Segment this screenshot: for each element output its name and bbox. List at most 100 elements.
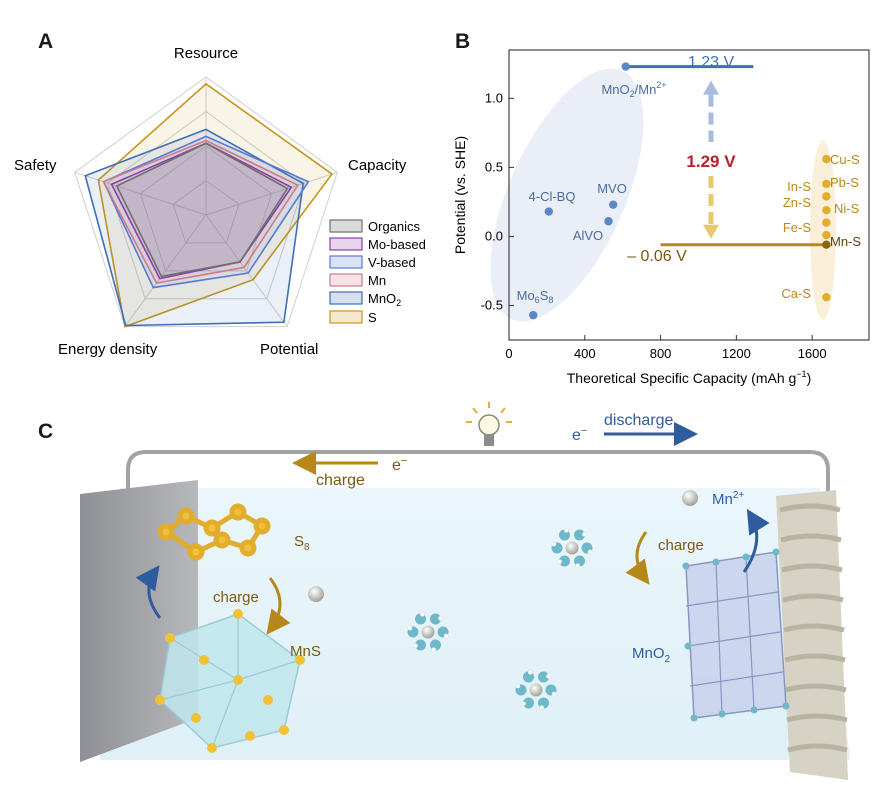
water-hydrogen bbox=[521, 701, 527, 707]
water-hydrogen bbox=[407, 625, 413, 631]
mn2-label: Mn2+ bbox=[712, 490, 744, 508]
legend-swatch-mno2 bbox=[329, 291, 363, 305]
point-label-4-cl-bq: 4-Cl-BQ bbox=[529, 189, 576, 204]
water-hydrogen bbox=[443, 633, 449, 639]
electron-charge-e: e bbox=[392, 457, 401, 474]
water-oxygen bbox=[559, 555, 570, 567]
water-oxygen bbox=[523, 697, 534, 709]
s8-molecule bbox=[157, 503, 271, 561]
legend-label-mno2: MnO2 bbox=[368, 291, 401, 308]
point-label-mo: Mo bbox=[517, 288, 535, 303]
radar-series-mo-based bbox=[110, 142, 293, 280]
legend-label-mno2-main: MnO bbox=[368, 291, 396, 306]
right-discharge-loop-arrow bbox=[742, 508, 770, 573]
x-tick-label: 800 bbox=[650, 346, 672, 361]
radar-chart: Resource Capacity Potential Energy densi… bbox=[14, 45, 426, 358]
water-hydrogen bbox=[527, 669, 533, 675]
water-hydrogen bbox=[431, 647, 437, 653]
point-label-mn-s: Mn-S bbox=[830, 234, 861, 249]
legend-label-organics: Organics bbox=[368, 219, 421, 234]
radar-legend: Organics Mo-based V-based Mn MnO2 S bbox=[329, 219, 426, 325]
mn-ion-core bbox=[421, 625, 435, 639]
electron-discharge-e: e bbox=[572, 427, 581, 444]
mns-crystal bbox=[155, 609, 305, 753]
s8-label-s: S bbox=[294, 533, 304, 550]
radar-grid-ring bbox=[106, 110, 306, 300]
carbon-cloth-electrode bbox=[776, 490, 848, 780]
x-axis-title-main: Theoretical Specific Capacity (mAh g bbox=[567, 370, 797, 386]
water-hydrogen bbox=[587, 549, 593, 555]
data-point-mno2-mn2- bbox=[621, 62, 630, 71]
lower-level-label: – 0.06 V bbox=[627, 248, 687, 265]
x-axis-title-end: ) bbox=[807, 370, 812, 386]
water-hydrogen bbox=[419, 611, 425, 617]
charge-label-left: charge bbox=[213, 589, 259, 606]
gap-arrow-up-head bbox=[703, 80, 719, 95]
data-point-ca-s bbox=[822, 292, 831, 302]
data-point-cu-s bbox=[822, 154, 831, 164]
water-oxygen bbox=[574, 529, 585, 541]
data-point-pb-s bbox=[822, 179, 831, 189]
y-tick-label: 0.0 bbox=[485, 228, 503, 243]
data-point-4-cl-bq bbox=[544, 207, 553, 216]
data-point-in-s bbox=[822, 192, 831, 201]
organic-group-ellipse bbox=[490, 68, 644, 322]
point-label-mno2-sub: 2 bbox=[630, 89, 635, 99]
radar-axis-label-energy-density: Energy density bbox=[58, 341, 158, 358]
point-label-mno2-mn2: MnO2/Mn2+ bbox=[601, 80, 666, 99]
external-circuit-wire bbox=[126, 450, 830, 492]
panel-label-c: C bbox=[38, 420, 54, 443]
mno2-label-sub: 2 bbox=[665, 654, 671, 665]
light-bulb-icon bbox=[466, 402, 512, 446]
left-charge-loop-arrow bbox=[266, 577, 291, 635]
mno2-label-main: MnO bbox=[632, 645, 665, 662]
legend-swatch-mo-based bbox=[329, 237, 363, 251]
upper-level-label: 1.23 V bbox=[688, 54, 735, 71]
hydrated-mn-ions bbox=[407, 527, 593, 711]
radar-spoke bbox=[124, 214, 207, 327]
hydrated-mn-ion bbox=[551, 527, 593, 569]
water-hydrogen bbox=[437, 615, 443, 621]
electron-charge-label: e− bbox=[392, 455, 407, 474]
y-tick-label: 1.0 bbox=[485, 90, 503, 105]
water-hydrogen bbox=[551, 691, 557, 697]
data-point-zn-s bbox=[822, 205, 831, 215]
s8-label: S8 bbox=[294, 533, 310, 553]
water-hydrogen bbox=[551, 541, 557, 547]
point-label-in-s: In-S bbox=[787, 179, 811, 194]
x-tick-label: 400 bbox=[574, 346, 596, 361]
water-hydrogen bbox=[557, 559, 563, 565]
radar-axis-label-safety: Safety bbox=[14, 157, 57, 174]
data-point-fe-s bbox=[822, 230, 831, 240]
right-charge-loop-arrow bbox=[625, 531, 650, 585]
legend-label-mo-based: Mo-based bbox=[368, 237, 426, 252]
x-tick-label: 1600 bbox=[798, 346, 827, 361]
x-tick-label: 1200 bbox=[722, 346, 751, 361]
point-label-mn2-sup: 2+ bbox=[656, 80, 666, 90]
mn-ion-right bbox=[682, 490, 698, 506]
hydrated-mn-ion bbox=[515, 669, 557, 711]
data-point-ni-s bbox=[822, 218, 831, 227]
gap-label: 1.29 V bbox=[686, 152, 736, 171]
mn-ion-core bbox=[529, 683, 543, 697]
panel-label-a: A bbox=[38, 30, 54, 53]
radar-grid-ring bbox=[172, 179, 240, 244]
water-oxygen bbox=[415, 639, 426, 651]
electron-discharge-label: e− bbox=[572, 425, 587, 444]
axis-ticks: 0 400 800 1200 1600 -0.5 0.0 0.5 1.0 bbox=[481, 90, 827, 361]
point-label-mno2: MnO bbox=[601, 82, 629, 97]
data-points bbox=[529, 62, 831, 320]
legend-label-mno2-sub: 2 bbox=[396, 298, 401, 308]
radar-spoke bbox=[205, 214, 288, 327]
radar-series-group bbox=[84, 82, 334, 328]
y-tick-label: -0.5 bbox=[481, 297, 503, 312]
s8-label-sub: 8 bbox=[304, 542, 310, 553]
water-hydrogen bbox=[539, 705, 545, 711]
discharge-label: discharge bbox=[604, 412, 673, 429]
left-discharge-loop-arrow bbox=[135, 565, 162, 619]
radar-axis-label-capacity: Capacity bbox=[348, 157, 407, 174]
plot-frame bbox=[508, 49, 870, 341]
data-point-mo6s8 bbox=[529, 310, 538, 320]
radar-series-mno2 bbox=[84, 128, 304, 327]
x-tick-label: 0 bbox=[505, 346, 512, 361]
